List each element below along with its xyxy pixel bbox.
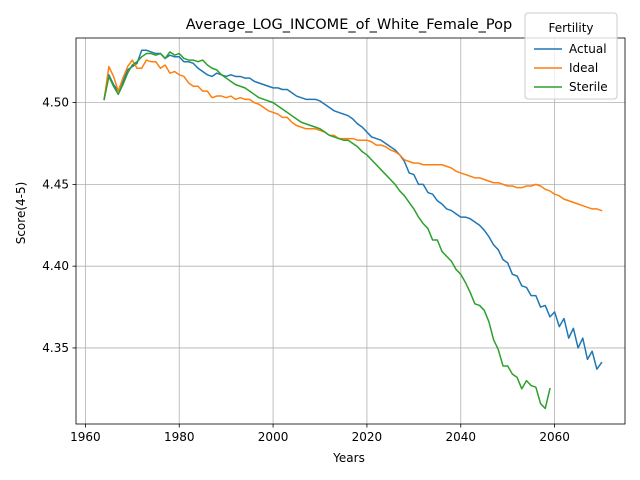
series-line-actual bbox=[103, 49, 603, 370]
y-tick-label: 4.50 bbox=[42, 96, 69, 110]
x-tick-label: 2000 bbox=[258, 430, 289, 444]
y-axis-label: Score(4-5) bbox=[14, 182, 28, 245]
x-axis-label: Years bbox=[332, 451, 365, 465]
x-tick-label: 1960 bbox=[70, 430, 101, 444]
x-tick-label: 2040 bbox=[445, 430, 476, 444]
plot-area-frame bbox=[75, 37, 626, 425]
series-line-sterile bbox=[103, 51, 551, 410]
series-group bbox=[103, 49, 603, 410]
legend-label-sterile: Sterile bbox=[569, 80, 608, 94]
y-tick-label: 4.40 bbox=[42, 259, 69, 273]
legend-title: Fertility bbox=[548, 21, 593, 35]
x-tick-label: 2060 bbox=[539, 430, 570, 444]
legend-label-actual: Actual bbox=[569, 42, 607, 56]
legend: Fertility Actual Ideal Sterile bbox=[524, 12, 618, 100]
y-tick-label: 4.45 bbox=[42, 177, 69, 191]
axis-ticks: 1960 1980 2000 2020 2040 2060 4.35 4.40 4.45 4.50 bbox=[42, 96, 570, 444]
x-tick-label: 2020 bbox=[352, 430, 383, 444]
y-tick-label: 4.35 bbox=[42, 341, 69, 355]
legend-box bbox=[524, 12, 618, 100]
series-line-ideal bbox=[103, 59, 603, 212]
x-tick-label: 1980 bbox=[164, 430, 195, 444]
chart-title: Average_LOG_INCOME_of_White_Female_Pop bbox=[186, 17, 512, 33]
legend-label-ideal: Ideal bbox=[569, 61, 598, 75]
